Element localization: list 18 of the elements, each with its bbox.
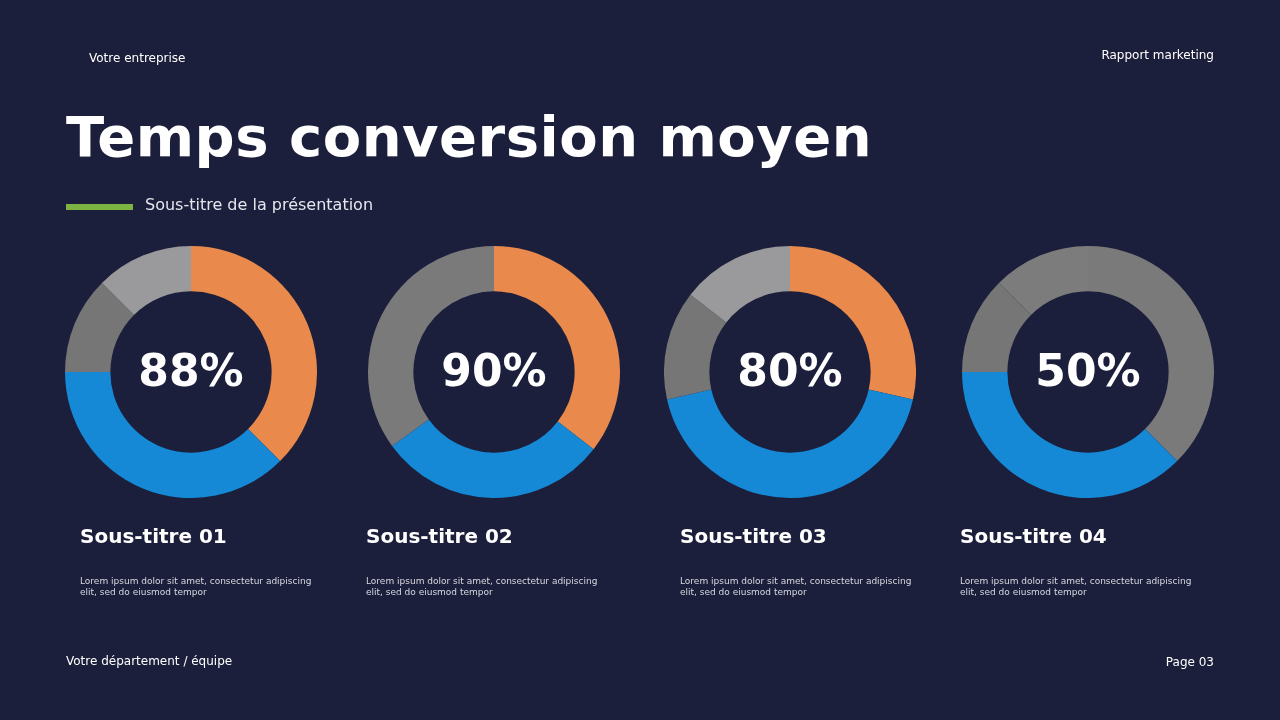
text: Lorem ipsum dolor sit amet, consectetur adipiscing elit, sed do eiusmod tempor — [80, 576, 313, 598]
text: Lorem ipsum dolor sit amet, consectetur adipiscing elit, sed do eiusmod tempor — [366, 576, 599, 598]
text: Sous-titre de la présentation — [145, 195, 374, 214]
text: Page 03 — [1165, 655, 1214, 669]
text: 80% — [737, 345, 843, 397]
text: 50% — [1035, 345, 1141, 397]
text: Lorem ipsum dolor sit amet, consectetur adipiscing elit, sed do eiusmod tempor — [960, 576, 1193, 598]
text: Votre département / équipe — [66, 654, 233, 668]
text: Sous-titre 04 — [960, 524, 1107, 548]
text: Temps conversion moyen — [66, 104, 873, 169]
text: 88% — [138, 345, 244, 397]
text: Rapport marketing — [1101, 48, 1214, 62]
text: Sous-titre 02 — [366, 524, 513, 548]
text: Votre entreprise — [89, 51, 186, 65]
text: Sous-titre 03 — [680, 524, 827, 548]
text: 90% — [441, 345, 547, 397]
text: Lorem ipsum dolor sit amet, consectetur adipiscing elit, sed do eiusmod tempor — [680, 576, 913, 598]
text: Sous-titre 01 — [80, 524, 227, 548]
